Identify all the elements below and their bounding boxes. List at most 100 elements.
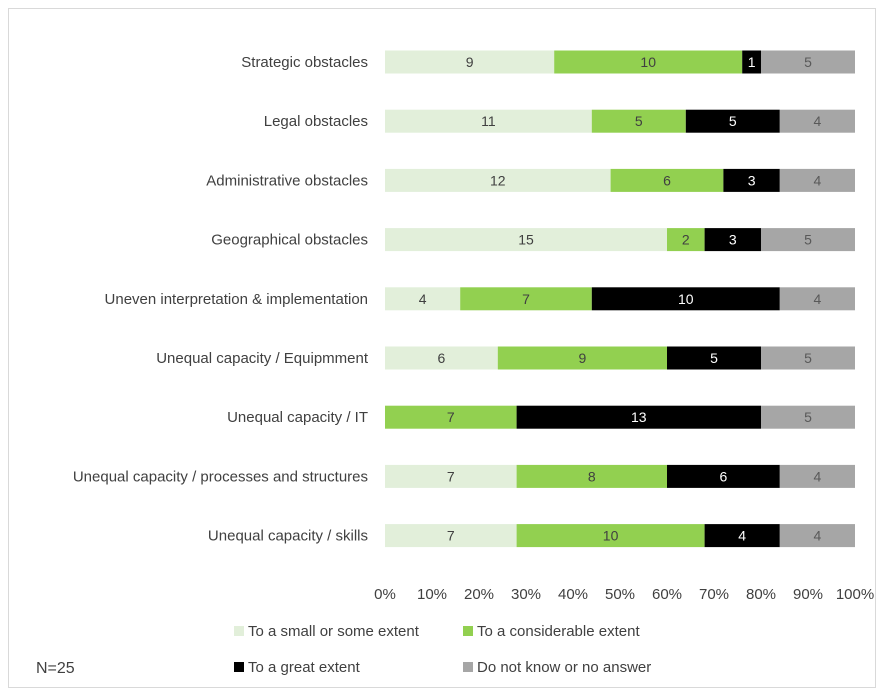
data-label: 4 — [419, 291, 427, 307]
chart-frame: Strategic obstacles Legal obstacles Admini… — [8, 8, 876, 688]
bars — [385, 50, 855, 548]
data-label: 10 — [603, 528, 619, 544]
bar-segment — [704, 228, 761, 252]
data-label: 3 — [748, 172, 756, 188]
data-label: 10 — [640, 54, 656, 70]
x-axis-ticks: 0% 10% 20% 30% 40% 50% 60% 70% 80% 90% 100% — [374, 586, 874, 603]
category-label: Strategic obstacles — [241, 54, 368, 71]
bar-segment — [516, 405, 761, 429]
data-label: 4 — [814, 172, 822, 188]
legend-entry: Do not know or no answer — [477, 659, 651, 676]
bar-segment — [385, 287, 461, 311]
data-label: 13 — [631, 409, 647, 425]
category-label: Geographical obstacles — [211, 232, 368, 249]
bar-segment — [779, 464, 855, 488]
data-label: 7 — [447, 409, 455, 425]
data-label: 5 — [729, 113, 737, 129]
bar-segment — [516, 464, 667, 488]
legend-entry: To a considerable extent — [477, 623, 640, 640]
bar-segment — [685, 109, 780, 133]
bar-segment — [761, 405, 855, 429]
bar-segment — [385, 109, 592, 133]
bar-segment — [460, 287, 592, 311]
bar-segment — [723, 168, 780, 192]
data-label: 7 — [522, 291, 530, 307]
category-label: Unequal capacity / skills — [208, 528, 368, 545]
bar-segment — [779, 109, 855, 133]
category-label: Administrative obstacles — [206, 172, 368, 189]
legend-swatch — [463, 626, 473, 636]
category-label: Unequal capacity / Equipmment — [156, 350, 369, 367]
x-tick-label: 60% — [652, 586, 682, 603]
legend: To a small or some extent To a considerab… — [234, 623, 651, 676]
x-tick-label: 80% — [746, 586, 776, 603]
bar-segment — [761, 228, 855, 252]
sample-size-note: N=25 — [36, 660, 75, 677]
bar-segment — [761, 346, 855, 370]
data-label: 5 — [804, 409, 812, 425]
data-label: 4 — [814, 113, 822, 129]
bar-segment — [554, 50, 743, 74]
data-label: 5 — [804, 350, 812, 366]
legend-entry: To a small or some extent — [248, 623, 420, 640]
data-label: 5 — [710, 350, 718, 366]
data-label: 7 — [447, 468, 455, 484]
x-tick-label: 70% — [699, 586, 729, 603]
x-tick-label: 100% — [836, 586, 874, 603]
bar-segment — [779, 168, 855, 192]
bar-segment — [667, 346, 761, 370]
bar-segment — [742, 50, 761, 74]
data-label: 5 — [804, 54, 812, 70]
x-tick-label: 20% — [464, 586, 494, 603]
x-tick-label: 40% — [558, 586, 588, 603]
x-tick-label: 0% — [374, 586, 396, 603]
category-label: Uneven interpretation & implementation — [105, 291, 368, 308]
x-tick-label: 90% — [793, 586, 823, 603]
data-label: 9 — [579, 350, 587, 366]
bar-segment — [385, 464, 517, 488]
data-label: 8 — [588, 468, 596, 484]
bar-segment — [779, 524, 855, 548]
bar-segment — [667, 228, 705, 252]
category-label: Legal obstacles — [264, 113, 368, 130]
bar-segment — [610, 168, 724, 192]
data-label: 6 — [720, 468, 728, 484]
category-label: Unequal capacity / processes and structu… — [73, 468, 368, 485]
data-label: 9 — [466, 54, 474, 70]
data-label: 5 — [804, 232, 812, 248]
data-label: 6 — [438, 350, 446, 366]
category-label: Unequal capacity / IT — [227, 409, 368, 426]
bar-segment — [516, 524, 705, 548]
data-label: 2 — [682, 232, 690, 248]
data-label: 4 — [814, 528, 822, 544]
bar-segment — [667, 464, 780, 488]
data-label: 6 — [663, 172, 671, 188]
bar-segment — [385, 405, 517, 429]
legend-entry: To a great extent — [248, 659, 361, 676]
data-label: 15 — [518, 232, 534, 248]
x-tick-label: 10% — [417, 586, 447, 603]
category-labels: Strategic obstacles Legal obstacles Admini… — [73, 54, 369, 545]
data-label: 4 — [814, 468, 822, 484]
x-tick-label: 30% — [511, 586, 541, 603]
bar-segment — [779, 287, 855, 311]
bar-segment — [761, 50, 855, 74]
legend-swatch — [463, 662, 473, 672]
bar-segment — [385, 168, 611, 192]
value-labels: 9 10 1 511 5 5 412 6 3 415 2 3 54 7 10 46 9 5 57 13 57 8 6 47 10… — [419, 54, 822, 544]
data-label: 11 — [481, 113, 496, 129]
bar-segment — [591, 287, 780, 311]
bar-segment — [591, 109, 686, 133]
data-label: 3 — [729, 232, 737, 248]
x-tick-label: 50% — [605, 586, 635, 603]
bar-segment — [385, 228, 667, 252]
stacked-bar-chart: Strategic obstacles Legal obstacles Admini… — [36, 50, 874, 677]
bar-segment — [497, 346, 667, 370]
legend-swatch — [234, 626, 244, 636]
legend-swatch — [234, 662, 244, 672]
data-label: 12 — [490, 172, 506, 188]
data-label: 5 — [635, 113, 643, 129]
bar-segment — [385, 346, 498, 370]
data-label: 4 — [814, 291, 822, 307]
bar-segment — [385, 50, 555, 74]
